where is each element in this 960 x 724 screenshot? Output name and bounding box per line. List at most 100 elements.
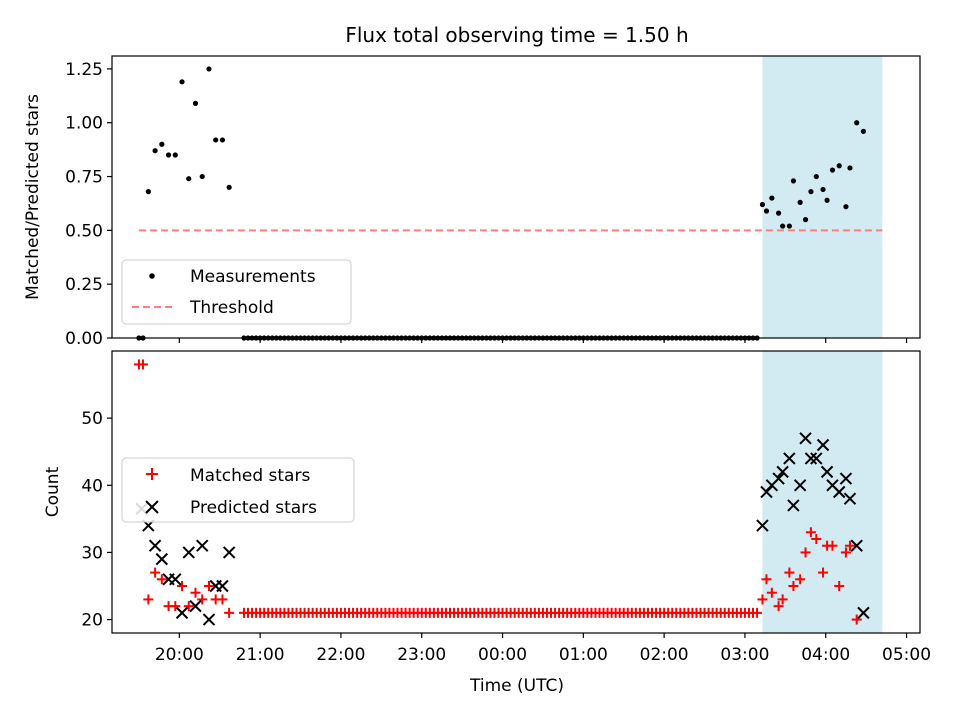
predicted-star-point <box>839 472 853 485</box>
predicted-star-point <box>793 479 807 492</box>
measurement-point <box>206 66 212 72</box>
matched-star-point <box>811 534 822 544</box>
measurement-point <box>145 189 151 195</box>
xtick-label: 00:00 <box>478 645 527 665</box>
matched-star-point <box>177 581 188 591</box>
xtick-label: 04:00 <box>801 645 850 665</box>
predicted-star-point <box>810 452 823 465</box>
matched-star-point <box>137 359 148 370</box>
predicted-star-point <box>787 499 800 512</box>
predicted-star-point <box>820 465 834 479</box>
measurement-point <box>854 120 860 126</box>
measurement-point <box>847 165 853 171</box>
predicted-star-point <box>783 452 796 465</box>
top-x-axis-ticks <box>178 338 908 343</box>
matched-star-point <box>766 587 777 598</box>
top-ytick-label: 0.75 <box>65 168 103 188</box>
predicted-star-point <box>155 552 169 566</box>
predicted-star-point <box>169 573 182 586</box>
xtick-label: 05:00 <box>882 645 931 665</box>
measurement-point <box>797 199 803 205</box>
measurement-point <box>213 137 219 143</box>
legend-threshold-label: Threshold <box>189 298 274 318</box>
bottom-predicted-layer <box>135 432 870 626</box>
chart-title: Flux total observing time = 1.50 h <box>345 23 688 47</box>
matched-star-point <box>800 547 811 558</box>
measurement-point <box>836 163 842 169</box>
bottom-legend-box <box>121 457 355 523</box>
matched-star-point <box>143 594 154 605</box>
xtick-label: 03:00 <box>720 645 769 665</box>
measurement-point <box>860 128 867 134</box>
predicted-star-point <box>202 613 216 626</box>
matched-star-point <box>784 567 795 578</box>
top-panel: Flux total observing time = 1.50 h 0.00 0… <box>23 23 921 349</box>
matched-star-point <box>788 581 799 591</box>
predicted-star-point <box>182 546 195 559</box>
predicted-star-point <box>216 579 229 593</box>
matched-star-point <box>844 540 855 551</box>
measurement-point <box>172 152 178 158</box>
bottom-ytick-label: 30 <box>81 543 103 563</box>
top-y-axis-ticks: 0.00 0.25 0.50 0.75 1.00 1.25 <box>65 60 112 349</box>
xtick-label: 02:00 <box>640 645 689 665</box>
legend-predicted-label: Predicted stars <box>190 498 317 518</box>
bottom-ytick-label: 40 <box>81 476 103 496</box>
legend-measurements-label: Measurements <box>190 267 316 287</box>
bottom-ytick-label: 50 <box>81 409 103 429</box>
matched-star-point <box>773 601 784 612</box>
measurement-point <box>199 173 205 180</box>
predicted-star-point <box>772 472 785 485</box>
matched-star-point <box>834 581 845 591</box>
measurement-point <box>219 137 226 143</box>
top-y-axis-label: Matched/Predicted stars <box>23 94 43 300</box>
measurement-point <box>186 176 192 182</box>
legend-matched-label: Matched stars <box>190 466 310 486</box>
predicted-star-point <box>816 438 830 452</box>
predicted-star-point <box>756 519 769 532</box>
top-ytick-label: 0.50 <box>65 221 103 241</box>
xtick-label: 23:00 <box>397 645 446 665</box>
measurement-point <box>159 141 165 147</box>
matched-star-point <box>224 607 235 618</box>
predicted-star-point <box>776 465 789 479</box>
measurement-point <box>763 208 770 214</box>
predicted-star-point <box>832 485 846 499</box>
predicted-star-point <box>804 452 818 465</box>
matched-star-point <box>156 574 167 585</box>
measurement-point <box>829 167 836 173</box>
measurement-point <box>769 195 775 201</box>
predicted-star-point <box>189 599 202 613</box>
legend-predicted-marker <box>145 500 159 514</box>
matched-star-point <box>752 607 763 618</box>
matched-star-point <box>851 614 862 625</box>
top-ytick-label: 1.00 <box>65 114 103 134</box>
matched-star-point <box>150 567 161 578</box>
measurement-point <box>813 173 819 180</box>
top-ytick-label: 1.25 <box>65 60 103 80</box>
measurement-point <box>808 189 814 195</box>
measurement-point <box>824 197 830 203</box>
top-legend: Measurements Threshold <box>121 259 352 325</box>
top-ytick-label: 0.00 <box>65 329 103 349</box>
predicted-star-point <box>799 432 812 445</box>
measurement-point <box>192 100 199 106</box>
bottom-span-layer <box>762 351 883 633</box>
matched-star-point <box>827 540 838 551</box>
matched-star-point <box>805 527 816 538</box>
matched-star-point <box>183 601 194 612</box>
legend-measurements-marker <box>149 273 155 279</box>
measurement-point <box>776 210 782 216</box>
xtick-label: 20:00 <box>155 645 204 665</box>
predicted-star-point <box>148 539 162 552</box>
matched-star-point <box>777 594 788 605</box>
top-highlight-span <box>762 56 883 338</box>
x-axis-label: Time (UTC) <box>469 676 564 696</box>
measurement-point <box>226 184 232 190</box>
legend-matched-marker <box>146 468 158 480</box>
bottom-y-axis-label: Count <box>43 466 63 517</box>
xtick-label: 21:00 <box>236 645 285 665</box>
bottom-matched-layer <box>133 359 862 625</box>
predicted-star-point <box>222 546 236 559</box>
